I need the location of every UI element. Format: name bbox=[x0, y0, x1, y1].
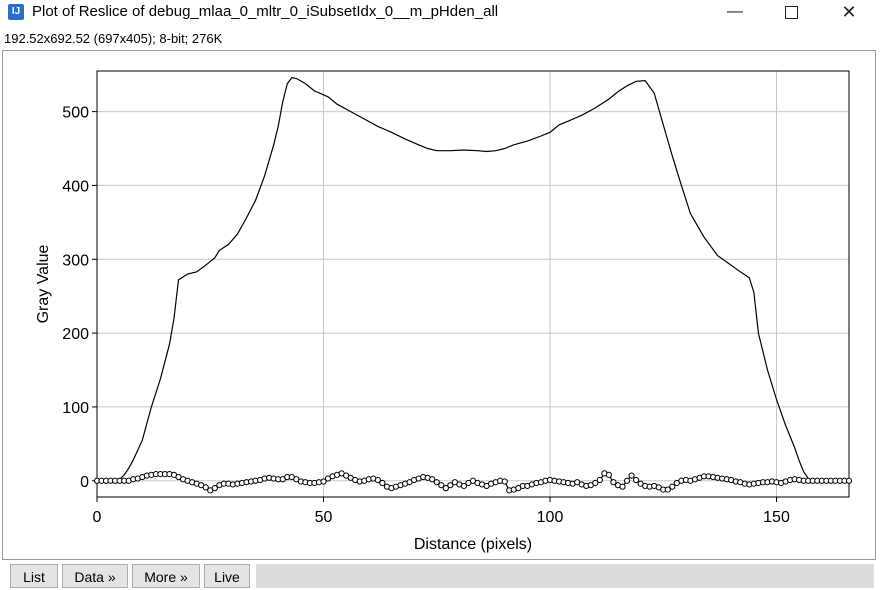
live-button[interactable]: Live bbox=[204, 564, 250, 588]
y-tick-label: 100 bbox=[62, 400, 89, 417]
data-point-marker bbox=[320, 478, 327, 485]
data-point-marker bbox=[845, 477, 853, 484]
data-button[interactable]: Data » bbox=[62, 564, 128, 588]
y-axis-label: Gray Value bbox=[35, 244, 52, 323]
minimize-button[interactable]: — bbox=[727, 3, 743, 20]
data-point-marker bbox=[433, 479, 440, 486]
data-point-marker bbox=[669, 483, 676, 490]
title-bar: IJ Plot of Reslice of debug_mlaa_0_mltr_… bbox=[0, 0, 880, 26]
imagej-icon: IJ bbox=[8, 4, 24, 20]
data-point-marker bbox=[374, 476, 381, 484]
data-point-marker bbox=[605, 471, 613, 478]
data-point-marker bbox=[628, 472, 635, 479]
profile-series-line bbox=[97, 76, 849, 482]
data-point-marker bbox=[610, 479, 617, 486]
y-tick-label: 400 bbox=[62, 178, 89, 195]
data-point-marker bbox=[202, 484, 209, 491]
list-button[interactable]: List bbox=[10, 564, 58, 588]
y-tick-label: 300 bbox=[62, 252, 89, 269]
window-title: Plot of Reslice of debug_mlaa_0_mltr_0_i… bbox=[32, 3, 499, 20]
x-axis-label: Distance (pixels) bbox=[414, 536, 532, 553]
maximize-icon bbox=[784, 6, 798, 19]
x-tick-label: 0 bbox=[93, 509, 102, 526]
data-point-marker bbox=[379, 479, 386, 487]
image-info-subtitle: 192.52x692.52 (697x405); 8-bit; 276K bbox=[4, 31, 223, 46]
data-point-marker bbox=[429, 476, 436, 483]
y-tick-label: 200 bbox=[62, 326, 89, 343]
x-tick-label: 150 bbox=[763, 509, 790, 526]
plot-panel: 0 50 100 150 0 100 200 300 400 500 Distance (pixel… bbox=[2, 50, 876, 560]
data-point-marker bbox=[211, 485, 218, 492]
button-bar: List Data » More » Live bbox=[0, 564, 880, 590]
data-point-marker bbox=[438, 482, 445, 489]
data-point-marker bbox=[596, 476, 603, 484]
data-point-marker bbox=[632, 476, 640, 484]
x-tick-label: 50 bbox=[315, 509, 333, 526]
close-button[interactable]: ✕ bbox=[841, 2, 857, 22]
data-point-marker bbox=[664, 486, 671, 493]
data-point-marker bbox=[619, 483, 626, 490]
more-button[interactable]: More » bbox=[132, 564, 200, 588]
plot-area-border bbox=[96, 70, 850, 498]
data-point-marker bbox=[442, 485, 449, 492]
x-tick-label: 100 bbox=[537, 509, 564, 526]
data-point-marker bbox=[592, 479, 599, 487]
data-point-marker bbox=[501, 478, 508, 485]
data-point-marker bbox=[447, 482, 454, 489]
y-tick-label: 500 bbox=[62, 105, 89, 122]
maximize-button[interactable] bbox=[768, 0, 814, 26]
status-bar bbox=[256, 564, 874, 588]
data-point-marker bbox=[460, 482, 468, 490]
data-point-marker bbox=[623, 477, 631, 484]
y-tick-label: 0 bbox=[80, 474, 89, 491]
profile-plot[interactable]: 0 50 100 150 0 100 200 300 400 500 Distance (pixel… bbox=[3, 51, 875, 559]
